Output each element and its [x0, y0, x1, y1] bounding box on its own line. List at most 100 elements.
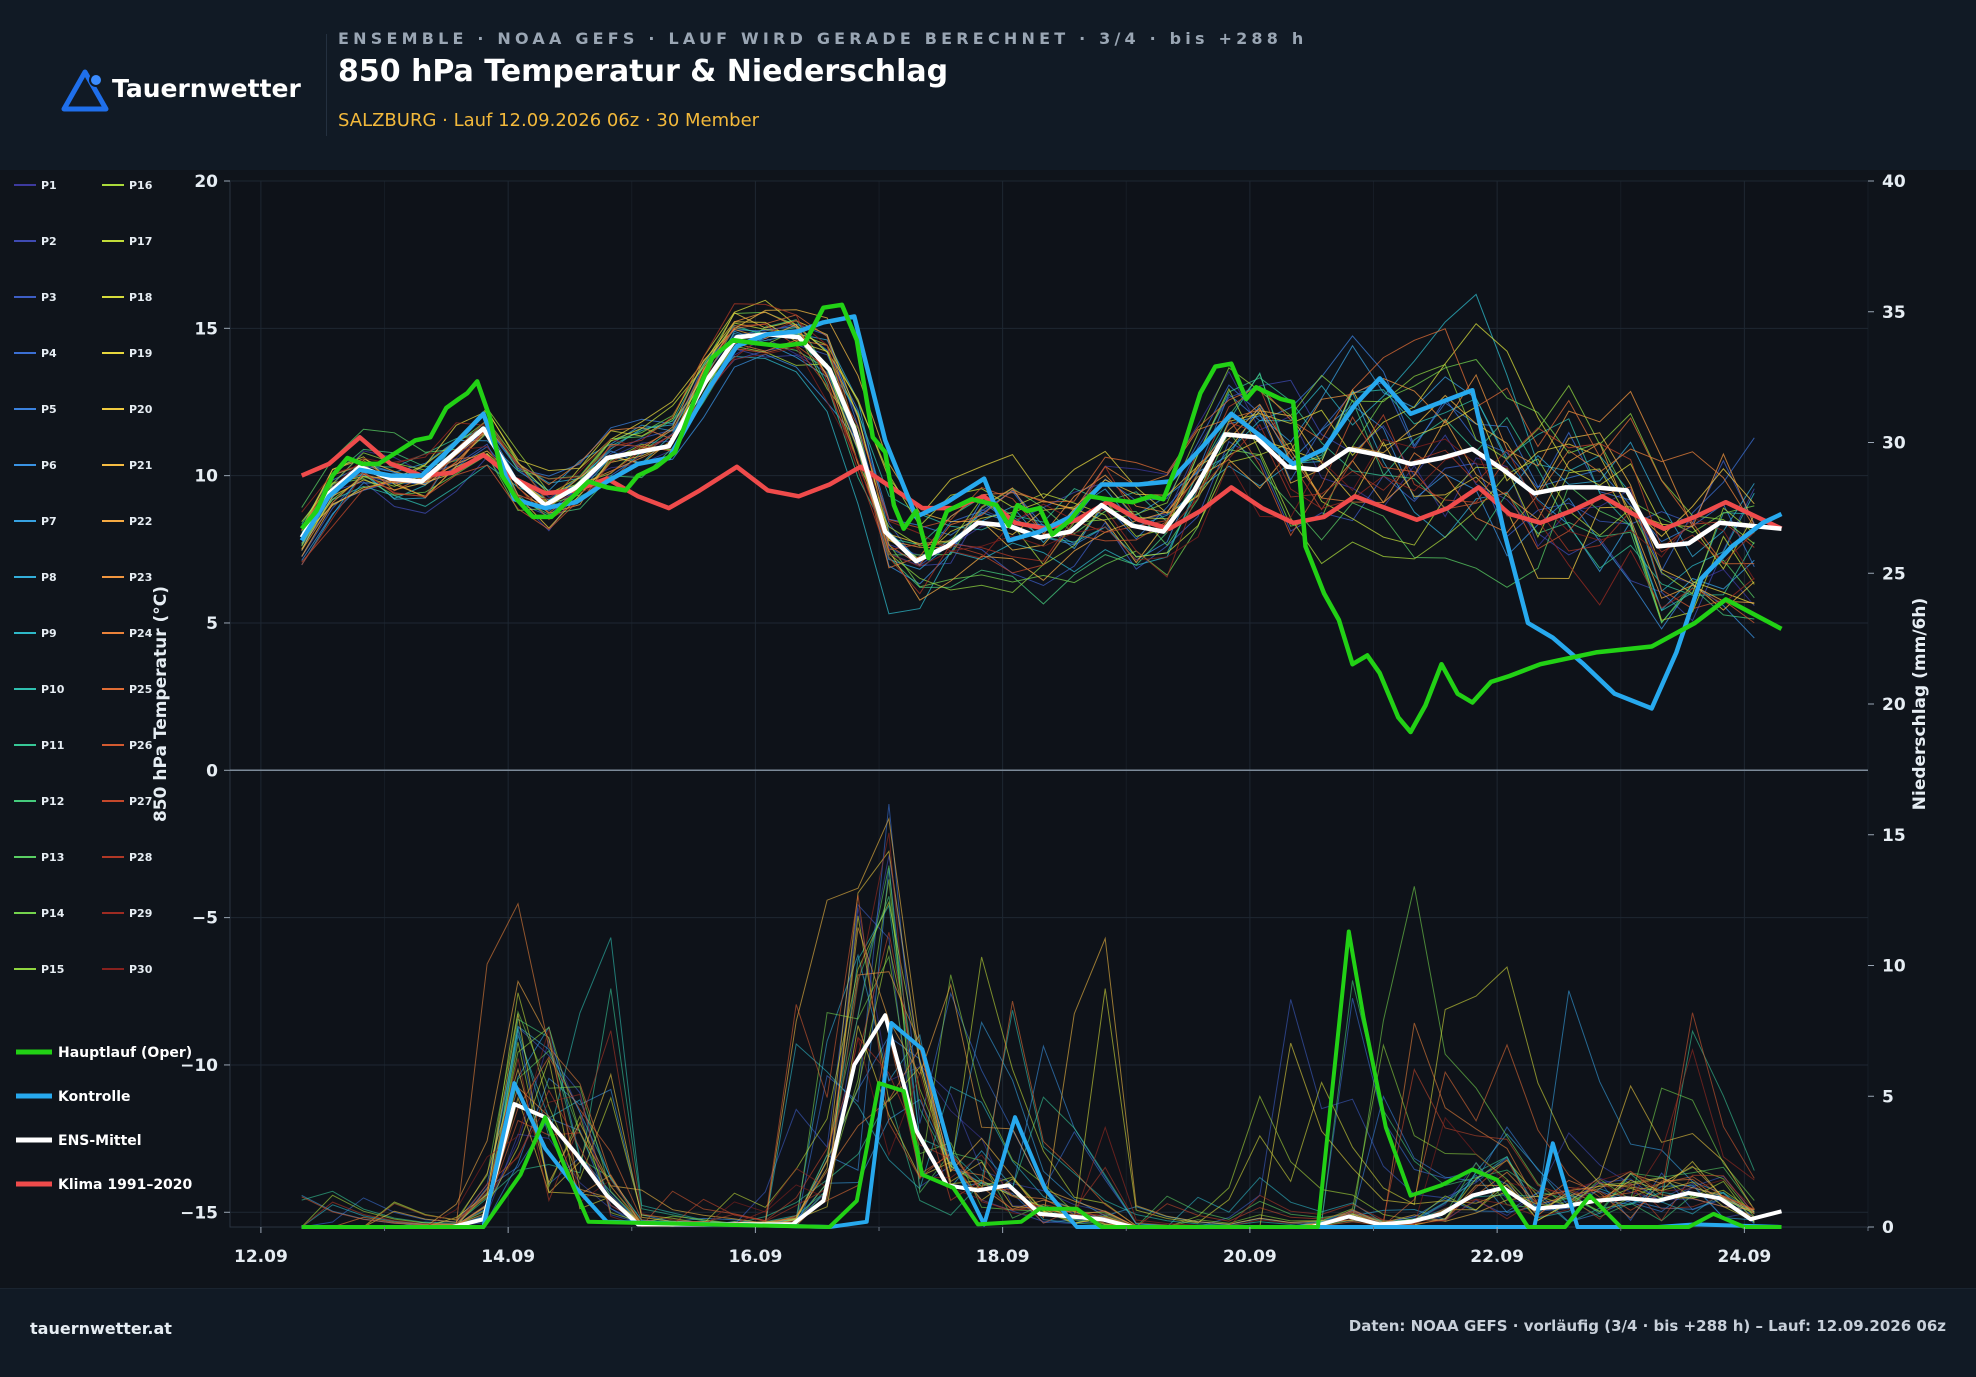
legend-member-label: P4 — [41, 347, 57, 360]
member-precip-line — [301, 895, 1755, 1228]
member-temp-line — [301, 312, 1755, 580]
legend-member-label: P16 — [129, 179, 153, 192]
member-temp-line — [301, 323, 1755, 574]
legend-member-label: P27 — [129, 795, 152, 808]
x-tick-label: 12.09 — [234, 1247, 288, 1267]
y-right-tick-label: 15 — [1882, 826, 1906, 846]
legend-member-label: P1 — [41, 179, 57, 192]
legend-member-label: P6 — [41, 459, 57, 472]
x-tick-label: 22.09 — [1470, 1247, 1524, 1267]
page-subtitle: SALZBURG · Lauf 12.09.2026 06z · 30 Memb… — [338, 110, 760, 131]
legend-main-label: Klima 1991–2020 — [58, 1177, 193, 1193]
member-precip-line — [301, 990, 1755, 1227]
precip-line-1 — [301, 1021, 1782, 1229]
tauernwetter-logo — [61, 69, 109, 112]
temp-line-1 — [299, 314, 1783, 711]
member-temp-line — [301, 344, 1755, 624]
member-precip-line — [301, 1035, 1755, 1228]
legend-member-label: P12 — [41, 795, 64, 808]
legend-member-label: P5 — [41, 403, 57, 416]
member-temp-line — [301, 345, 1755, 595]
page-title: 850 hPa Temperatur & Niederschlag — [338, 54, 949, 89]
legend-main-label: ENS-Mittel — [58, 1133, 142, 1149]
page-kicker: ENSEMBLE · NOAA GEFS · LAUF WIRD GERADE … — [338, 29, 1308, 48]
member-temp-line — [301, 299, 1755, 570]
footer-site-link[interactable]: tauernwetter.at — [30, 1319, 172, 1338]
temp-line-0 — [299, 302, 1783, 735]
x-tick-label: 14.09 — [481, 1247, 535, 1267]
legend-member-label: P11 — [41, 739, 64, 752]
header-bar: Tauernwetter ENSEMBLE · NOAA GEFS · LAUF… — [0, 0, 1976, 170]
y-left-tick-label: 20 — [194, 172, 218, 192]
y-left-tick-label: 15 — [194, 319, 218, 339]
member-temp-line — [301, 322, 1755, 621]
legend-member-label: P14 — [41, 907, 65, 920]
y-left-tick-label: 0 — [206, 761, 218, 781]
member-precip-line — [301, 1030, 1755, 1228]
plot-area — [229, 180, 1869, 1228]
y-left-tick-label: −10 — [180, 1056, 218, 1076]
legend-member-label: P9 — [41, 627, 57, 640]
legend-member-label: P15 — [41, 963, 64, 976]
precip-line-0 — [301, 929, 1782, 1229]
y-left-tick-label: −15 — [180, 1203, 218, 1223]
member-precip-line — [301, 900, 1755, 1228]
y-right-tick-label: 40 — [1882, 172, 1906, 192]
legend-member-label: P22 — [129, 515, 152, 528]
y-right-tick-label: 20 — [1882, 695, 1906, 715]
y-left-tick-label: 10 — [194, 467, 218, 487]
legend-member-label: P3 — [41, 291, 57, 304]
legend-member-label: P2 — [41, 235, 57, 248]
member-precip-line — [301, 902, 1755, 1228]
y-left-tick-label: −5 — [192, 909, 218, 929]
y-right-tick-label: 5 — [1882, 1087, 1894, 1107]
y-right-tick-label: 35 — [1882, 303, 1906, 323]
legend-member-label: P24 — [129, 627, 153, 640]
y-left-tick-label: 5 — [206, 614, 218, 634]
member-temp-line — [301, 347, 1755, 580]
legend-member-label: P17 — [129, 235, 152, 248]
y-right-tick-label: 0 — [1882, 1218, 1894, 1238]
member-precip-line — [301, 1000, 1755, 1228]
y-left-axis-label: 850 hPa Temperatur (°C) — [151, 586, 171, 822]
y-right-axis-label: Niederschlag (mm/6h) — [1910, 598, 1930, 810]
legend-member-label: P29 — [129, 907, 152, 920]
legend-member-label: P23 — [129, 571, 152, 584]
legend-member-label: P30 — [129, 963, 153, 976]
member-temp-line — [301, 326, 1755, 568]
legend-member-label: P10 — [41, 683, 65, 696]
legend-main-label: Kontrolle — [58, 1089, 131, 1105]
main-legend: Hauptlauf (Oper) Kontrolle ENS-Mittel Klima… — [16, 1045, 193, 1193]
x-tick-label: 18.09 — [976, 1247, 1030, 1267]
logo-text: Tauernwetter — [112, 74, 301, 103]
y-right-tick-label: 10 — [1882, 957, 1906, 977]
legend-member-label: P28 — [129, 851, 152, 864]
member-precip-line — [301, 879, 1755, 1228]
legend-member-label: P18 — [129, 291, 152, 304]
x-tick-label: 20.09 — [1223, 1247, 1277, 1267]
main-series-layer — [299, 302, 1783, 1229]
member-precip-line — [301, 932, 1755, 1228]
legend-main-label: Hauptlauf (Oper) — [58, 1045, 192, 1061]
legend-member-label: P25 — [129, 683, 152, 696]
legend-member-label: P7 — [41, 515, 57, 528]
member-precip-line — [301, 927, 1755, 1228]
member-legend: P1 P2 P3 P4 P5 P6 P7 P8 P9 P10 P11 P12 P13 P14 P15 P16 P… — [14, 179, 153, 976]
legend-member-label: P26 — [129, 739, 153, 752]
legend-member-label: P13 — [41, 851, 64, 864]
header-divider — [326, 34, 327, 136]
legend-member-label: P21 — [129, 459, 152, 472]
legend-member-label: P20 — [129, 403, 153, 416]
temp-line-2 — [299, 331, 1782, 564]
x-tick-label: 24.09 — [1717, 1247, 1771, 1267]
legend-member-label: P8 — [41, 571, 57, 584]
member-temp-line — [301, 303, 1755, 595]
axis-layer: 12.09 14.09 16.09 18.09 20.09 22.09 24.09 −15 −1… — [180, 172, 1906, 1267]
mountain-triangle-icon — [61, 69, 109, 112]
legend-member-label: P19 — [129, 347, 152, 360]
sun-dot-icon — [89, 73, 103, 87]
y-right-tick-label: 25 — [1882, 564, 1906, 584]
y-right-tick-label: 30 — [1882, 434, 1906, 454]
ensemble-chart: 12.09 14.09 16.09 18.09 20.09 22.09 24.09 −15 −1… — [0, 170, 1976, 1288]
footer-bar: tauernwetter.at Daten: NOAA GEFS · vorlä… — [0, 1288, 1976, 1377]
